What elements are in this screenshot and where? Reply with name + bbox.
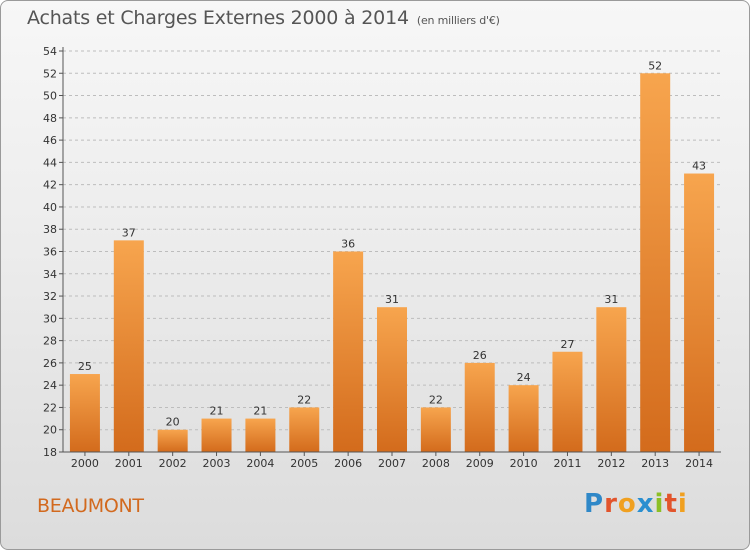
y-tick-label: 36 bbox=[43, 246, 57, 259]
bar-value-label: 52 bbox=[648, 59, 662, 72]
y-tick-label: 54 bbox=[43, 45, 57, 58]
y-tick-label: 24 bbox=[43, 379, 57, 392]
y-tick-label: 26 bbox=[43, 357, 57, 370]
bar-value-label: 36 bbox=[341, 238, 355, 251]
bar-2009 bbox=[464, 362, 495, 452]
bars: 25 37 20 21 21 22 36 31 22 26 24 27 31 52 43 bbox=[69, 59, 715, 453]
y-tick-label: 38 bbox=[43, 223, 57, 236]
y-tick-label: 52 bbox=[43, 67, 57, 80]
y-tick-label: 50 bbox=[43, 90, 57, 103]
bar-value-label: 37 bbox=[122, 226, 136, 239]
title-text: Achats et Charges Externes 2000 à 2014 bbox=[27, 7, 409, 29]
bar-2000 bbox=[69, 374, 100, 452]
bar-value-label: 26 bbox=[473, 349, 487, 362]
bar-value-label: 31 bbox=[604, 293, 618, 306]
x-tick-label: 2009 bbox=[466, 457, 494, 470]
y-tick-label: 22 bbox=[43, 401, 57, 414]
x-tick-label: 2001 bbox=[115, 457, 143, 470]
proxiti-logo[interactable]: Proxiti bbox=[584, 489, 688, 519]
y-tick-label: 44 bbox=[43, 156, 57, 169]
bar-value-label: 22 bbox=[429, 393, 443, 406]
bar-2012 bbox=[596, 307, 627, 452]
y-tick-label: 46 bbox=[43, 134, 57, 147]
bar-2006 bbox=[333, 251, 364, 452]
bar-2010 bbox=[508, 385, 539, 452]
bar-value-label: 31 bbox=[385, 293, 399, 306]
x-tick-label: 2003 bbox=[203, 457, 231, 470]
chart-subtitle: (en milliers d'€) bbox=[416, 14, 500, 27]
bar-2011 bbox=[552, 351, 583, 452]
x-tick-label: 2005 bbox=[290, 457, 318, 470]
bar-2001 bbox=[113, 240, 144, 452]
bar-value-label: 21 bbox=[210, 405, 224, 418]
y-tick-label: 20 bbox=[43, 424, 57, 437]
bar-value-label: 27 bbox=[560, 338, 574, 351]
bar-2002 bbox=[157, 429, 188, 452]
y-axis: 18 20 22 24 26 28 30 32 34 36 38 40 42 44 46 48 50 52 54 bbox=[43, 45, 64, 459]
bar-2008 bbox=[420, 407, 451, 452]
x-tick-label: 2000 bbox=[71, 457, 99, 470]
bar-value-label: 43 bbox=[692, 160, 706, 173]
x-tick-label: 2002 bbox=[159, 457, 187, 470]
y-tick-label: 48 bbox=[43, 112, 57, 125]
x-axis: 2000 2001 2002 2003 2004 2005 2006 2007 2008 2009… bbox=[63, 451, 721, 470]
x-tick-label: 2006 bbox=[334, 457, 362, 470]
chart-title: Achats et Charges Externes 2000 à 2014 (e… bbox=[27, 7, 500, 29]
bar-2005 bbox=[289, 407, 320, 452]
bar-value-label: 20 bbox=[166, 416, 180, 429]
bar-value-label: 21 bbox=[253, 405, 267, 418]
y-tick-label: 30 bbox=[43, 312, 57, 325]
bar-value-label: 24 bbox=[517, 371, 531, 384]
y-tick-label: 32 bbox=[43, 290, 57, 303]
x-tick-label: 2012 bbox=[597, 457, 625, 470]
y-tick-label: 40 bbox=[43, 201, 57, 214]
commune-name: BEAUMONT bbox=[37, 495, 144, 517]
bar-value-label: 22 bbox=[297, 393, 311, 406]
y-tick-label: 34 bbox=[43, 268, 57, 281]
x-tick-label: 2011 bbox=[553, 457, 581, 470]
y-tick-label: 28 bbox=[43, 335, 57, 348]
x-tick-label: 2007 bbox=[378, 457, 406, 470]
bar-2004 bbox=[245, 418, 276, 452]
bar-2014 bbox=[684, 173, 715, 452]
x-tick-label: 2004 bbox=[246, 457, 274, 470]
y-tick-label: 42 bbox=[43, 179, 57, 192]
x-tick-label: 2013 bbox=[641, 457, 669, 470]
bar-2013 bbox=[640, 73, 671, 453]
bar-2007 bbox=[377, 307, 407, 452]
bar-2003 bbox=[201, 418, 232, 452]
x-tick-label: 2008 bbox=[422, 457, 450, 470]
bar-value-label: 25 bbox=[78, 360, 92, 373]
x-tick-label: 2010 bbox=[510, 457, 538, 470]
x-tick-label: 2014 bbox=[685, 457, 713, 470]
y-tick-label: 18 bbox=[43, 446, 57, 459]
